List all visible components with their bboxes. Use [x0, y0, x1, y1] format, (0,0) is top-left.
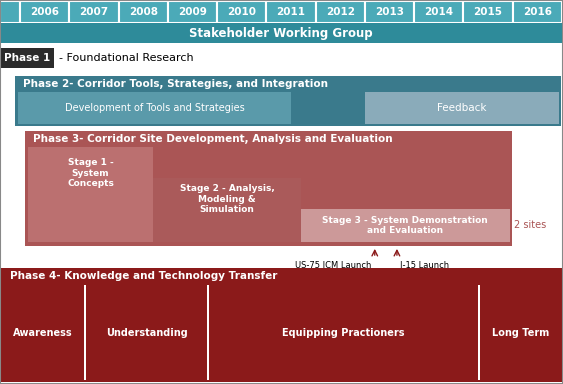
Bar — [217, 1, 266, 23]
Text: 2009: 2009 — [178, 7, 207, 17]
Text: 2013: 2013 — [375, 7, 404, 17]
Text: 3 sites: 3 sites — [306, 195, 338, 205]
Text: Phase 4- Knowledge and Technology Transfer: Phase 4- Knowledge and Technology Transf… — [10, 271, 278, 281]
Text: 2015: 2015 — [473, 7, 503, 17]
Text: Phase 3- Corridor Site Development, Analysis and Evaluation: Phase 3- Corridor Site Development, Anal… — [33, 134, 392, 144]
Text: 2014: 2014 — [425, 7, 453, 17]
Text: Stage 3 - System Demonstration
and Evaluation: Stage 3 - System Demonstration and Evalu… — [323, 216, 488, 235]
Bar — [463, 1, 513, 23]
Bar — [0, 1, 20, 23]
Bar — [84, 285, 86, 380]
Text: Stage 1 -
System
Concepts: Stage 1 - System Concepts — [67, 158, 114, 188]
Text: 2010: 2010 — [227, 7, 256, 17]
Text: Understanding: Understanding — [106, 328, 187, 338]
Bar — [365, 92, 559, 124]
Text: Feedback: Feedback — [437, 103, 486, 113]
Bar — [18, 92, 291, 124]
Bar — [365, 1, 414, 23]
Text: 2007: 2007 — [79, 7, 109, 17]
Bar — [513, 1, 562, 23]
Bar — [414, 1, 463, 23]
Text: Stage 2 - Analysis,
Modeling &
Simulation: Stage 2 - Analysis, Modeling & Simulatio… — [180, 184, 274, 214]
Text: 2 sites: 2 sites — [513, 220, 546, 230]
Text: Awareness: Awareness — [13, 328, 73, 338]
Text: I-15 Launch: I-15 Launch — [400, 261, 449, 270]
Text: Stakeholder Working Group: Stakeholder Working Group — [189, 26, 373, 40]
Text: Phase 1: Phase 1 — [4, 53, 50, 63]
Bar — [0, 48, 54, 68]
Text: Long Term: Long Term — [492, 328, 549, 338]
Text: 8 sites: 8 sites — [158, 170, 190, 180]
Text: 2012: 2012 — [326, 7, 355, 17]
Bar — [119, 1, 168, 23]
Bar — [153, 178, 301, 242]
Text: - Foundational Research: - Foundational Research — [59, 53, 194, 63]
Bar — [0, 23, 562, 43]
Text: Development of Tools and Strategies: Development of Tools and Strategies — [65, 103, 244, 113]
Text: 2016: 2016 — [523, 7, 552, 17]
Text: 2008: 2008 — [129, 7, 158, 17]
Bar — [69, 1, 119, 23]
Bar — [266, 1, 316, 23]
Bar — [478, 285, 480, 380]
Text: US-75 ICM Launch: US-75 ICM Launch — [296, 261, 372, 270]
Text: Equipping Practioners: Equipping Practioners — [283, 328, 405, 338]
Bar — [301, 209, 510, 242]
Bar — [25, 131, 512, 246]
Text: 2006: 2006 — [30, 7, 59, 17]
Bar — [0, 268, 562, 382]
Text: Phase 2- Corridor Tools, Strategies, and Integration: Phase 2- Corridor Tools, Strategies, and… — [23, 79, 328, 89]
Bar — [28, 147, 153, 242]
Bar — [15, 76, 561, 126]
Bar — [20, 1, 69, 23]
Bar — [168, 1, 217, 23]
Bar — [316, 1, 365, 23]
Text: 2011: 2011 — [276, 7, 306, 17]
Bar — [207, 285, 209, 380]
